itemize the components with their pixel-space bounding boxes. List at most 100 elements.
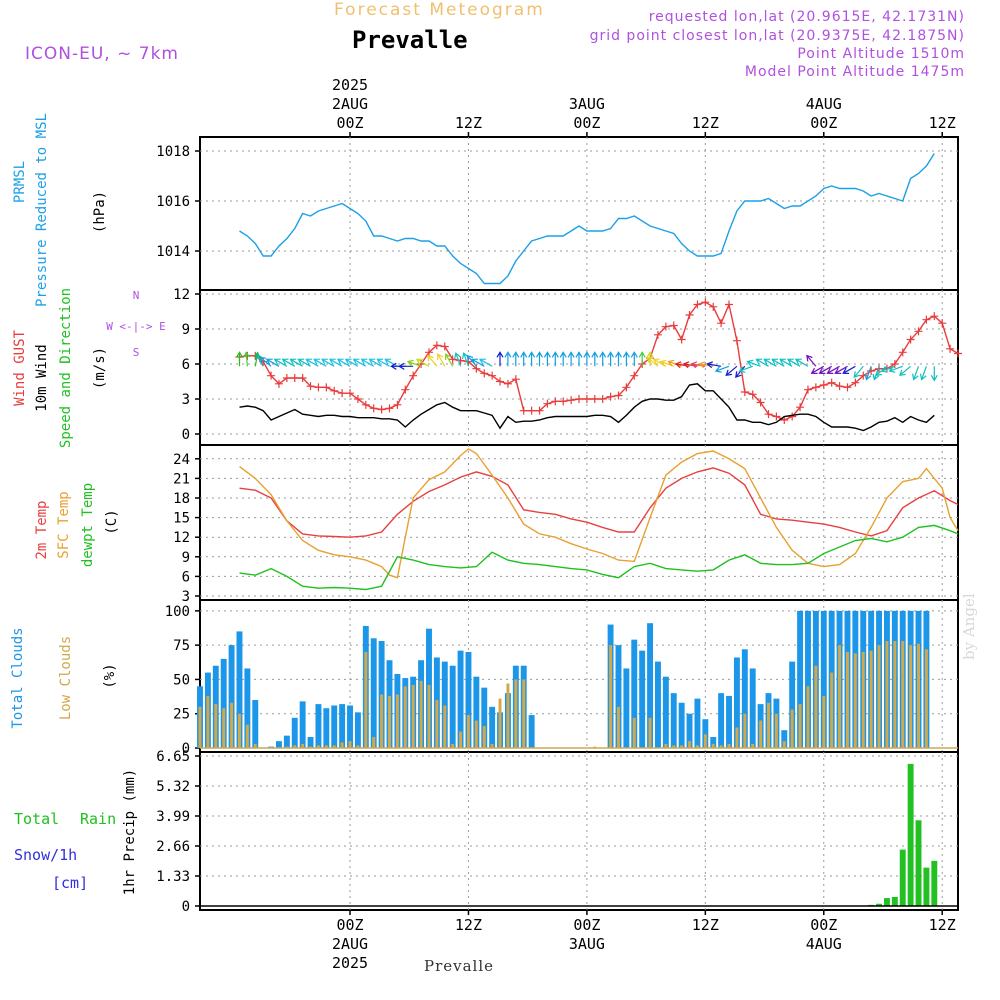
series-line-t2m bbox=[239, 467, 959, 538]
panel-label-temp: (C) bbox=[104, 509, 120, 534]
wind-arrow bbox=[478, 358, 493, 367]
panel-label-pressure: (hPa) bbox=[92, 191, 108, 233]
panel-label-wind: (m/s) bbox=[92, 347, 108, 389]
total-cloud-bar bbox=[805, 610, 811, 748]
panel-label-clouds: (%) bbox=[102, 663, 118, 688]
total-cloud-bar bbox=[354, 712, 361, 748]
bottom-time-label: 4AUG bbox=[806, 935, 842, 953]
low-cloud-bar bbox=[427, 684, 431, 748]
panel-frame-precip bbox=[199, 751, 959, 911]
panel-label-temp: 2m Temp bbox=[34, 500, 50, 559]
wind-arrow bbox=[376, 358, 390, 367]
gust-point bbox=[653, 330, 662, 339]
wind-arrow bbox=[806, 354, 817, 367]
low-cloud-bar bbox=[474, 720, 478, 748]
total-cloud-bar bbox=[457, 650, 464, 748]
total-cloud-bar bbox=[489, 706, 496, 748]
top-time-label: 3AUG bbox=[569, 95, 605, 113]
gust-point bbox=[274, 379, 283, 388]
y-tick-label-clouds: 75 bbox=[173, 638, 190, 654]
low-cloud-bar bbox=[853, 653, 857, 748]
wind-arrow bbox=[535, 351, 544, 367]
low-cloud-bar bbox=[388, 695, 391, 748]
watermark: by Angel bbox=[960, 593, 978, 660]
gust-point bbox=[590, 395, 599, 403]
wind-arrow bbox=[328, 358, 343, 367]
gust-point bbox=[930, 312, 939, 321]
wind-arrow bbox=[360, 358, 375, 367]
wind-arrow bbox=[591, 351, 599, 367]
gust-point bbox=[567, 396, 576, 405]
total-cloud-bar bbox=[283, 735, 290, 748]
gust-point bbox=[448, 355, 457, 364]
bottom-time-label: 00Z bbox=[336, 916, 363, 934]
gust-point bbox=[488, 371, 497, 380]
y-tick-label-pressure: 1018 bbox=[156, 144, 190, 160]
wind-arrow bbox=[930, 366, 938, 382]
y-tick-label-precip: 5.32 bbox=[156, 779, 190, 795]
y-tick-label-clouds: 0 bbox=[182, 741, 190, 757]
y-tick-label-temp: 3 bbox=[182, 589, 190, 605]
wind-arrow bbox=[794, 358, 809, 367]
wind-arrow bbox=[622, 351, 630, 367]
gust-point bbox=[803, 385, 812, 394]
wind-arrow bbox=[738, 365, 753, 373]
bottom-time-label: 2AUG bbox=[332, 935, 368, 953]
total-cloud-bar bbox=[236, 631, 243, 748]
gust-point bbox=[511, 375, 520, 384]
legend-snow-unit: [cm] bbox=[52, 874, 88, 892]
gust-point bbox=[756, 398, 765, 407]
low-cloud-bar bbox=[514, 679, 518, 748]
low-cloud-bar bbox=[293, 745, 297, 748]
wind-arrow bbox=[471, 358, 485, 367]
low-cloud-bar bbox=[443, 705, 447, 748]
gust-point bbox=[827, 378, 836, 387]
panel-label-clouds: Low Clouds bbox=[58, 636, 74, 720]
y-tick-label-precip: 1.33 bbox=[156, 869, 190, 885]
total-cloud-bar bbox=[781, 730, 788, 748]
total-cloud-bar bbox=[639, 650, 646, 748]
low-cloud-bar bbox=[380, 694, 384, 748]
gust-point bbox=[867, 367, 876, 375]
wind-arrow bbox=[755, 358, 769, 367]
total-cloud-bar bbox=[275, 741, 282, 748]
gust-point bbox=[772, 412, 781, 421]
low-cloud-bar bbox=[924, 649, 928, 748]
wind-arrow bbox=[398, 362, 414, 370]
wind-arrow bbox=[265, 358, 280, 367]
compass-north: N bbox=[133, 289, 140, 302]
y-tick-label-temp: 18 bbox=[173, 491, 190, 507]
wind-arrow bbox=[614, 351, 623, 367]
gust-point bbox=[314, 383, 323, 392]
total-cloud-bar bbox=[702, 719, 709, 748]
y-tick-label-wind: 3 bbox=[182, 392, 190, 408]
gust-point bbox=[606, 392, 615, 401]
wind-arrow bbox=[504, 351, 512, 367]
low-cloud-bar bbox=[680, 745, 684, 748]
wind-arrow bbox=[763, 358, 777, 367]
rain-bar bbox=[931, 860, 938, 906]
gust-point bbox=[346, 389, 355, 398]
wind-arrow bbox=[919, 366, 927, 381]
wind-arrow bbox=[336, 358, 351, 367]
low-cloud-bar bbox=[506, 683, 510, 748]
gust-point bbox=[661, 322, 670, 331]
low-cloud-bar bbox=[324, 745, 328, 748]
total-cloud-bar bbox=[220, 658, 227, 748]
gust-point bbox=[503, 379, 512, 388]
top-time-label: 2025 bbox=[332, 76, 368, 94]
panel-frame-clouds bbox=[199, 599, 959, 753]
wind-arrow bbox=[437, 353, 446, 367]
low-cloud-bar bbox=[695, 745, 699, 748]
gust-point bbox=[535, 406, 544, 415]
low-cloud-bar bbox=[664, 743, 668, 748]
low-cloud-bar bbox=[372, 737, 376, 748]
low-cloud-bar bbox=[632, 717, 636, 748]
wind-arrow bbox=[512, 351, 520, 367]
wind-arrow bbox=[321, 358, 335, 367]
total-cloud-bar bbox=[694, 698, 701, 748]
rain-bar bbox=[899, 849, 906, 906]
low-cloud-bar bbox=[814, 665, 818, 748]
low-cloud-bar bbox=[451, 743, 455, 748]
bottom-time-label: 12Z bbox=[929, 916, 956, 934]
